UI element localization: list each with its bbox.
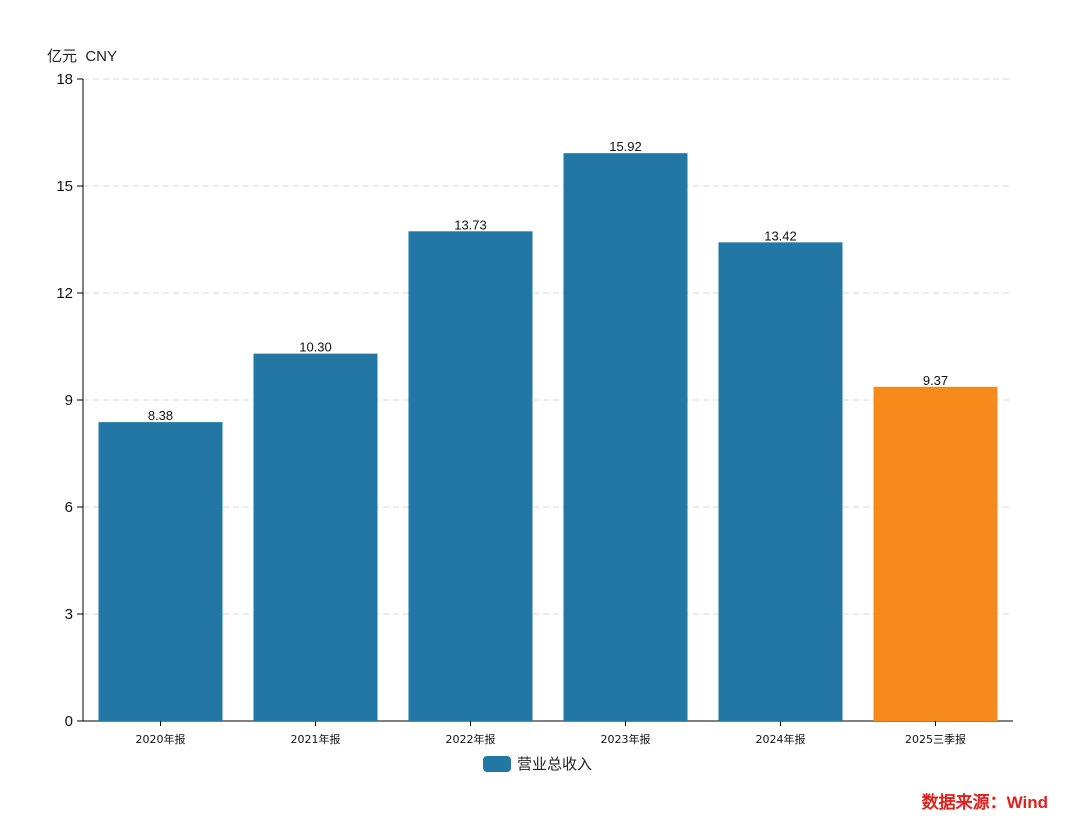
x-tick-label: 2024年报 — [756, 732, 806, 746]
bar — [873, 386, 998, 721]
y-tick-label: 15 — [56, 178, 73, 195]
x-tick-label: 2021年报 — [291, 732, 341, 746]
bar-value-label: 10.30 — [299, 340, 332, 355]
x-tick-label: 2025三季报 — [905, 732, 966, 746]
bar — [253, 353, 378, 721]
x-tick-label: 2020年报 — [136, 732, 186, 746]
bar — [98, 422, 223, 721]
legend-swatch — [483, 755, 511, 772]
bar — [718, 242, 843, 721]
y-tick-label: 0 — [65, 713, 73, 730]
x-tick-label: 2023年报 — [601, 732, 651, 746]
legend: 营业总收入 — [483, 753, 592, 774]
y-tick-label: 6 — [65, 499, 73, 516]
bar-value-label: 15.92 — [609, 139, 642, 154]
bar-value-label: 13.42 — [764, 228, 797, 243]
bar-value-label: 8.38 — [148, 408, 173, 423]
bar-value-label: 13.73 — [454, 217, 487, 232]
bar — [408, 231, 533, 721]
y-tick-label: 12 — [56, 285, 73, 302]
y-tick-label: 3 — [65, 606, 73, 623]
data-source-note: 数据来源：Wind — [921, 793, 1048, 812]
x-tick-label: 2022年报 — [446, 732, 496, 746]
bar-value-label: 9.37 — [923, 373, 948, 388]
y-tick-label: 9 — [65, 392, 73, 409]
y-axis-unit-label: 亿元 CNY — [47, 48, 118, 65]
y-tick-label: 18 — [56, 71, 73, 88]
bar — [563, 153, 688, 722]
legend-label: 营业总收入 — [517, 756, 593, 773]
